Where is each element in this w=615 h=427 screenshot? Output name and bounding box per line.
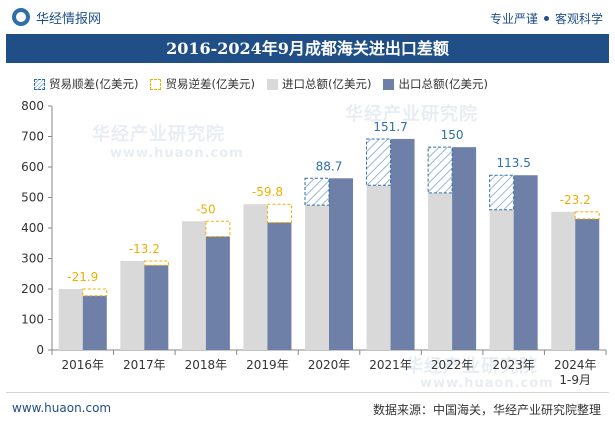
- x-tick-label: 2016年: [62, 358, 105, 372]
- y-tick-label: 200: [21, 282, 44, 296]
- surplus-segment: [366, 138, 392, 186]
- x-tick-label: 2020年: [308, 358, 351, 372]
- legend-swatch-surplus: [34, 78, 45, 90]
- legend-item-deficit: 贸易逆差(亿美元): [150, 76, 255, 92]
- y-axis: 0 100 200 300 400 500 600 700 800: [21, 99, 53, 357]
- y-tick-label: 400: [21, 221, 44, 235]
- export-bar: [452, 147, 477, 350]
- balance-data-label: 113.5: [496, 156, 530, 170]
- balance-data-label: 88.7: [316, 159, 343, 173]
- balance-data-label: -23.2: [560, 193, 591, 207]
- export-bar: [82, 295, 107, 350]
- import-bar: [428, 192, 453, 350]
- export-bar: [575, 218, 600, 350]
- tagline-right: 客观科学: [554, 12, 603, 26]
- brand-name: 华经情报网: [36, 11, 102, 27]
- watermark-text: 华经产业研究院: [405, 356, 538, 377]
- footer-source: 数据来源：中国海关，华经产业研究院整理: [372, 403, 601, 417]
- chart-plot: 0 100 200 300 400 500 600 700 800 2016年 2017年 2018…: [21, 99, 607, 387]
- import-bar: [305, 205, 329, 350]
- tagline-dot-icon: [543, 16, 549, 21]
- legend-swatch-export: [383, 78, 395, 90]
- footer-website: www.huaon.com: [12, 401, 112, 415]
- export-bar: [513, 175, 538, 350]
- legend-swatch-import: [266, 78, 278, 90]
- brand-logo-icon: [12, 8, 30, 26]
- balance-data-label: -21.9: [67, 270, 98, 284]
- x-tick-label: 2024年 1-9月: [554, 358, 597, 387]
- y-tick-label: 100: [21, 313, 44, 327]
- bar-group: [58, 138, 600, 350]
- top-bar: 华经情报网 专业严谨 客观科学: [0, 0, 615, 34]
- y-tick-label: 0: [36, 343, 44, 357]
- surplus-segment: [489, 174, 515, 211]
- legend-item-surplus: 贸易顺差(亿美元): [34, 76, 138, 92]
- x-tick-label: 2018年: [185, 358, 228, 372]
- import-bar: [366, 185, 391, 350]
- deficit-segment: [205, 220, 231, 238]
- export-bar: [329, 178, 353, 350]
- watermark-text: 华经产业研究院: [345, 104, 478, 125]
- surplus-segment: [427, 146, 453, 194]
- import-bar: [551, 211, 576, 350]
- import-bar: [120, 260, 145, 350]
- export-bar: [390, 138, 415, 350]
- export-bar: [205, 236, 230, 350]
- deficit-segment: [574, 211, 600, 220]
- x-tick-label: 2023年: [492, 358, 535, 372]
- import-bar: [489, 209, 514, 350]
- import-bar: [181, 221, 206, 350]
- x-axis: 2016年 2017年 2018年 2019年 2020年 2021年 2022年 2023年…: [51, 349, 607, 387]
- x-tick-label: 2021年: [369, 358, 412, 372]
- chart-title: 2016-2024年9月成都海关进出口差额: [166, 39, 449, 58]
- surplus-segment: [304, 177, 330, 206]
- watermark-text: 华经产业研究院: [92, 124, 225, 145]
- import-bar: [243, 204, 268, 350]
- deficit-segment: [82, 288, 108, 297]
- legend-label-export: 出口总额(亿美元): [398, 77, 488, 91]
- y-tick-label: 800: [21, 99, 44, 113]
- balance-data-label: -13.2: [129, 242, 160, 256]
- x-tick-label: 2022年: [431, 358, 474, 372]
- tagline-left: 专业严谨: [489, 12, 538, 26]
- y-tick-label: 600: [21, 160, 44, 174]
- deficit-segment: [266, 203, 292, 224]
- legend-label-import: 进口总额(亿美元): [281, 77, 372, 91]
- import-bar: [58, 289, 83, 350]
- balance-data-label: 151.7: [373, 120, 407, 134]
- legend-item-export: 出口总额(亿美元): [383, 76, 488, 92]
- y-tick-label: 500: [21, 191, 44, 205]
- y-tick-label: 700: [21, 130, 44, 144]
- legend-label-surplus: 贸易顺差(亿美元): [49, 77, 139, 91]
- legend-swatch-deficit: [150, 78, 162, 90]
- export-bar: [144, 265, 169, 350]
- export-bar: [267, 222, 292, 350]
- x-tick-label: 2019年: [246, 358, 289, 372]
- brand: 华经情报网: [12, 8, 102, 27]
- watermark-url: www.huaon.com: [420, 376, 554, 391]
- balance-data-label: 150: [441, 128, 464, 142]
- legend-item-import: 进口总额(亿美元): [266, 76, 372, 92]
- tagline: 专业严谨 客观科学: [490, 10, 603, 27]
- watermark-url: www.huaon.com: [110, 146, 244, 161]
- footer-divider: [6, 392, 609, 393]
- balance-label-group: -21.9 -13.2 -50 -59.8 88.7 151.7 150 113.5 -23.2: [67, 120, 591, 284]
- deficit-segment: [143, 260, 169, 266]
- title-band: 2016-2024年9月成都海关进出口差额: [6, 34, 609, 63]
- x-tick-label: 2017年: [123, 358, 166, 372]
- legend-label-deficit: 贸易逆差(亿美元): [165, 77, 255, 91]
- y-tick-label: 300: [21, 252, 44, 266]
- balance-data-label: -59.8: [252, 185, 283, 199]
- balance-data-label: -50: [196, 202, 216, 216]
- chart-legend: 贸易顺差(亿美元) 贸易逆差(亿美元) 进口总额(亿美元) 出口总额(亿美元): [34, 76, 500, 92]
